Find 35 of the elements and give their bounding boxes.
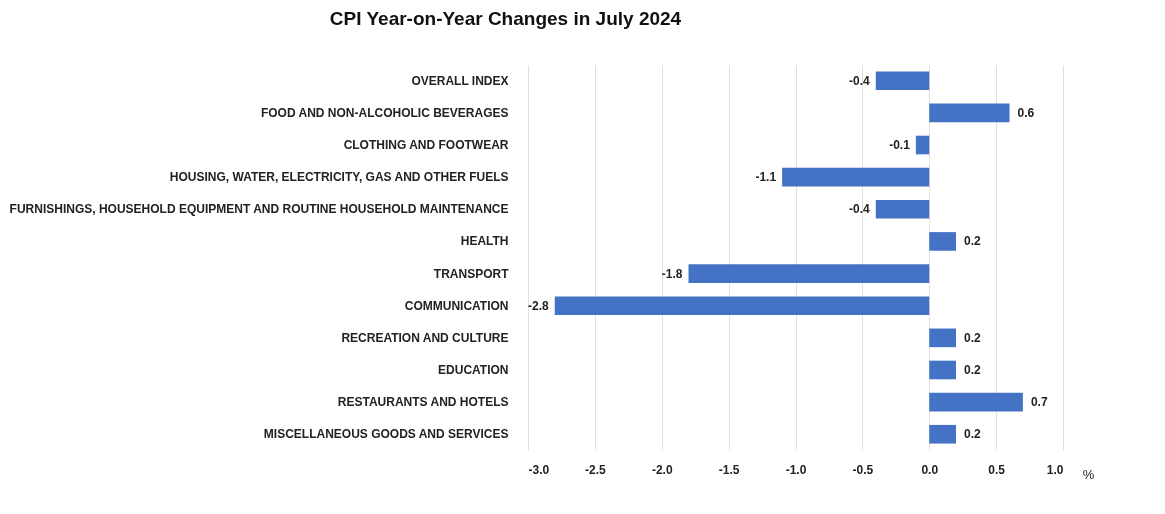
data-label: 0.2	[964, 362, 982, 377]
data-label: 0.2	[964, 427, 982, 442]
y-tick-label: COMMUNICATION	[404, 298, 509, 313]
data-label: -0.4	[849, 202, 871, 217]
data-label: -1.1	[755, 170, 777, 185]
x-tick-label: -1.5	[718, 462, 740, 477]
y-tick-label: TRANSPORT	[433, 266, 510, 281]
x-tick-label: 0.0	[921, 462, 939, 477]
data-label: -0.1	[889, 138, 911, 153]
y-tick-label: OVERALL INDEX	[411, 73, 509, 88]
y-tick-label: CLOTHING AND FOOTWEAR	[343, 138, 509, 153]
x-tick-label: 0.5	[988, 462, 1006, 477]
y-tick-label: RECREATION AND CULTURE	[341, 330, 509, 345]
y-tick-label: EDUCATION	[438, 362, 509, 377]
y-tick-label: MISCELLANEOUS GOODS AND SERVICES	[263, 427, 509, 442]
y-tick-label: FURNISHINGS, HOUSEHOLD EQUIPMENT AND ROUTINE HOUSEHOLD MAINTENANCE	[9, 202, 509, 217]
y-tick-label: HOUSING, WATER, ELECTRICITY, GAS AND OTHER FUELS	[169, 170, 509, 185]
data-label: -2.8	[528, 298, 550, 313]
data-label: 0.7	[1030, 395, 1048, 410]
y-tick-label: HEALTH	[460, 234, 509, 249]
chart-title: CPI Year-on-Year Changes in July 2024	[329, 8, 682, 29]
x-tick-label: -1.0	[785, 462, 807, 477]
y-tick-label: RESTAURANTS AND HOTELS	[337, 395, 509, 410]
data-label: -1.8	[661, 266, 683, 281]
data-label: -0.4	[849, 73, 871, 88]
x-tick-label: -2.0	[651, 462, 673, 477]
x-tick-label: -2.5	[585, 462, 607, 477]
x-tick-label: -0.5	[852, 462, 874, 477]
data-label: 0.6	[1017, 105, 1035, 120]
x-axis-title: %	[1082, 466, 1095, 482]
x-tick-label: 1.0	[1046, 462, 1064, 477]
data-label: 0.2	[964, 234, 982, 249]
x-tick-label: -3.0	[528, 462, 550, 477]
data-label: 0.2	[964, 330, 982, 345]
y-tick-label: FOOD AND NON-ALCOHOLIC BEVERAGES	[260, 105, 509, 120]
